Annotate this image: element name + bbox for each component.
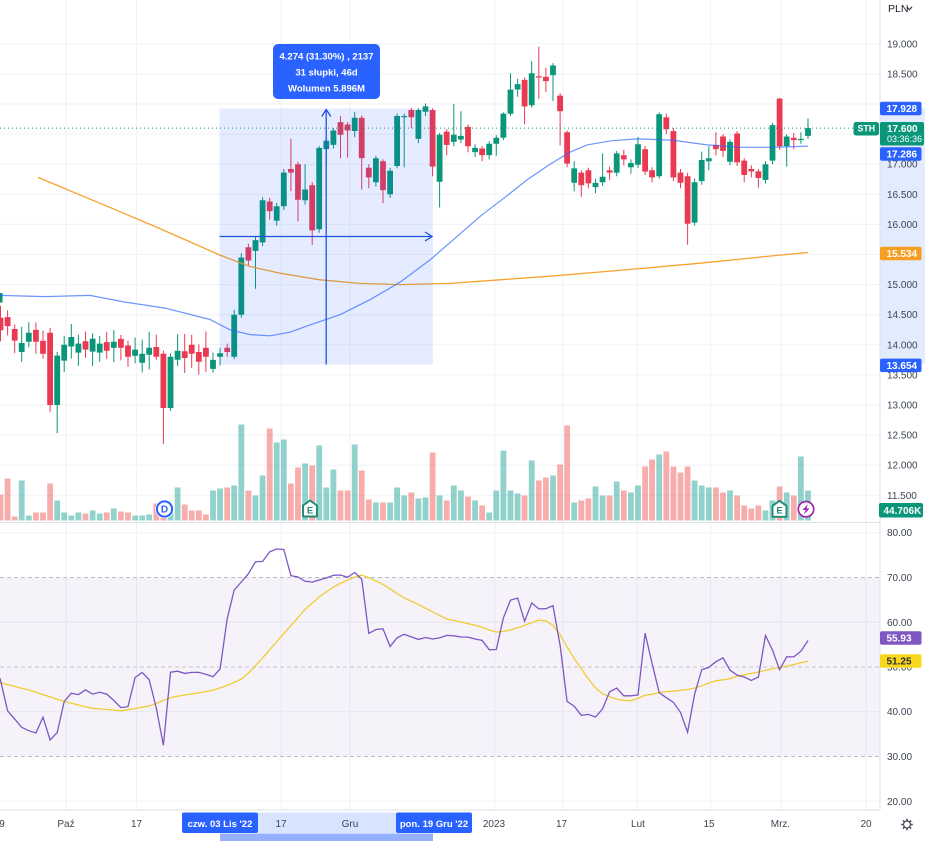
svg-text:D: D bbox=[161, 505, 168, 516]
svg-text:13.000: 13.000 bbox=[887, 401, 918, 412]
svg-text:9: 9 bbox=[0, 819, 5, 830]
svg-text:55.93: 55.93 bbox=[887, 634, 912, 645]
svg-text:16.000: 16.000 bbox=[887, 220, 918, 231]
svg-text:Gru: Gru bbox=[342, 819, 359, 830]
svg-text:17.928: 17.928 bbox=[887, 104, 918, 115]
svg-text:pon. 19 Gru '22: pon. 19 Gru '22 bbox=[400, 819, 468, 830]
svg-text:51.25: 51.25 bbox=[887, 657, 912, 668]
svg-text:E: E bbox=[776, 506, 782, 517]
svg-text:70.00: 70.00 bbox=[887, 573, 912, 584]
svg-text:14.000: 14.000 bbox=[887, 340, 918, 351]
svg-text:15: 15 bbox=[703, 819, 715, 830]
svg-text:03:36:36: 03:36:36 bbox=[887, 134, 922, 144]
svg-text:17.600: 17.600 bbox=[887, 124, 918, 135]
svg-text:31 słupki, 46d: 31 słupki, 46d bbox=[295, 67, 358, 78]
svg-text:Mrz.: Mrz. bbox=[771, 819, 790, 830]
svg-text:Paź: Paź bbox=[57, 819, 74, 830]
svg-text:20.00: 20.00 bbox=[887, 797, 912, 808]
svg-text:12.000: 12.000 bbox=[887, 461, 918, 472]
svg-text:14.500: 14.500 bbox=[887, 310, 918, 321]
svg-text:17: 17 bbox=[131, 819, 143, 830]
svg-text:17.000: 17.000 bbox=[887, 160, 918, 171]
svg-text:Wolumen 5.896M: Wolumen 5.896M bbox=[288, 83, 365, 94]
svg-text:E: E bbox=[307, 505, 313, 516]
svg-text:PLN: PLN bbox=[888, 3, 908, 15]
svg-text:17: 17 bbox=[556, 819, 568, 830]
svg-text:50.00: 50.00 bbox=[887, 663, 912, 674]
svg-text:80.00: 80.00 bbox=[887, 528, 912, 539]
svg-text:czw. 03 Lis '22: czw. 03 Lis '22 bbox=[188, 819, 253, 830]
svg-text:15.000: 15.000 bbox=[887, 280, 918, 291]
svg-text:40.00: 40.00 bbox=[887, 707, 912, 718]
svg-text:20: 20 bbox=[860, 819, 872, 830]
svg-text:13.654: 13.654 bbox=[887, 361, 918, 372]
svg-text:60.00: 60.00 bbox=[887, 618, 912, 629]
svg-text:13.500: 13.500 bbox=[887, 370, 918, 381]
svg-text:19.000: 19.000 bbox=[887, 39, 918, 50]
svg-text:STH: STH bbox=[857, 124, 875, 134]
svg-text:12.500: 12.500 bbox=[887, 431, 918, 442]
svg-text:15.534: 15.534 bbox=[887, 249, 918, 260]
svg-text:4.274 (31.30%) , 2137: 4.274 (31.30%) , 2137 bbox=[279, 52, 373, 63]
svg-text:17: 17 bbox=[275, 819, 287, 830]
svg-text:16.500: 16.500 bbox=[887, 190, 918, 201]
svg-text:30.00: 30.00 bbox=[887, 752, 912, 763]
svg-text:Lut: Lut bbox=[631, 819, 645, 830]
svg-text:44.706K: 44.706K bbox=[884, 506, 923, 517]
svg-text:2023: 2023 bbox=[483, 819, 506, 830]
svg-text:11.500: 11.500 bbox=[887, 491, 917, 502]
svg-text:18.500: 18.500 bbox=[887, 69, 918, 80]
svg-text:17.286: 17.286 bbox=[887, 150, 918, 161]
